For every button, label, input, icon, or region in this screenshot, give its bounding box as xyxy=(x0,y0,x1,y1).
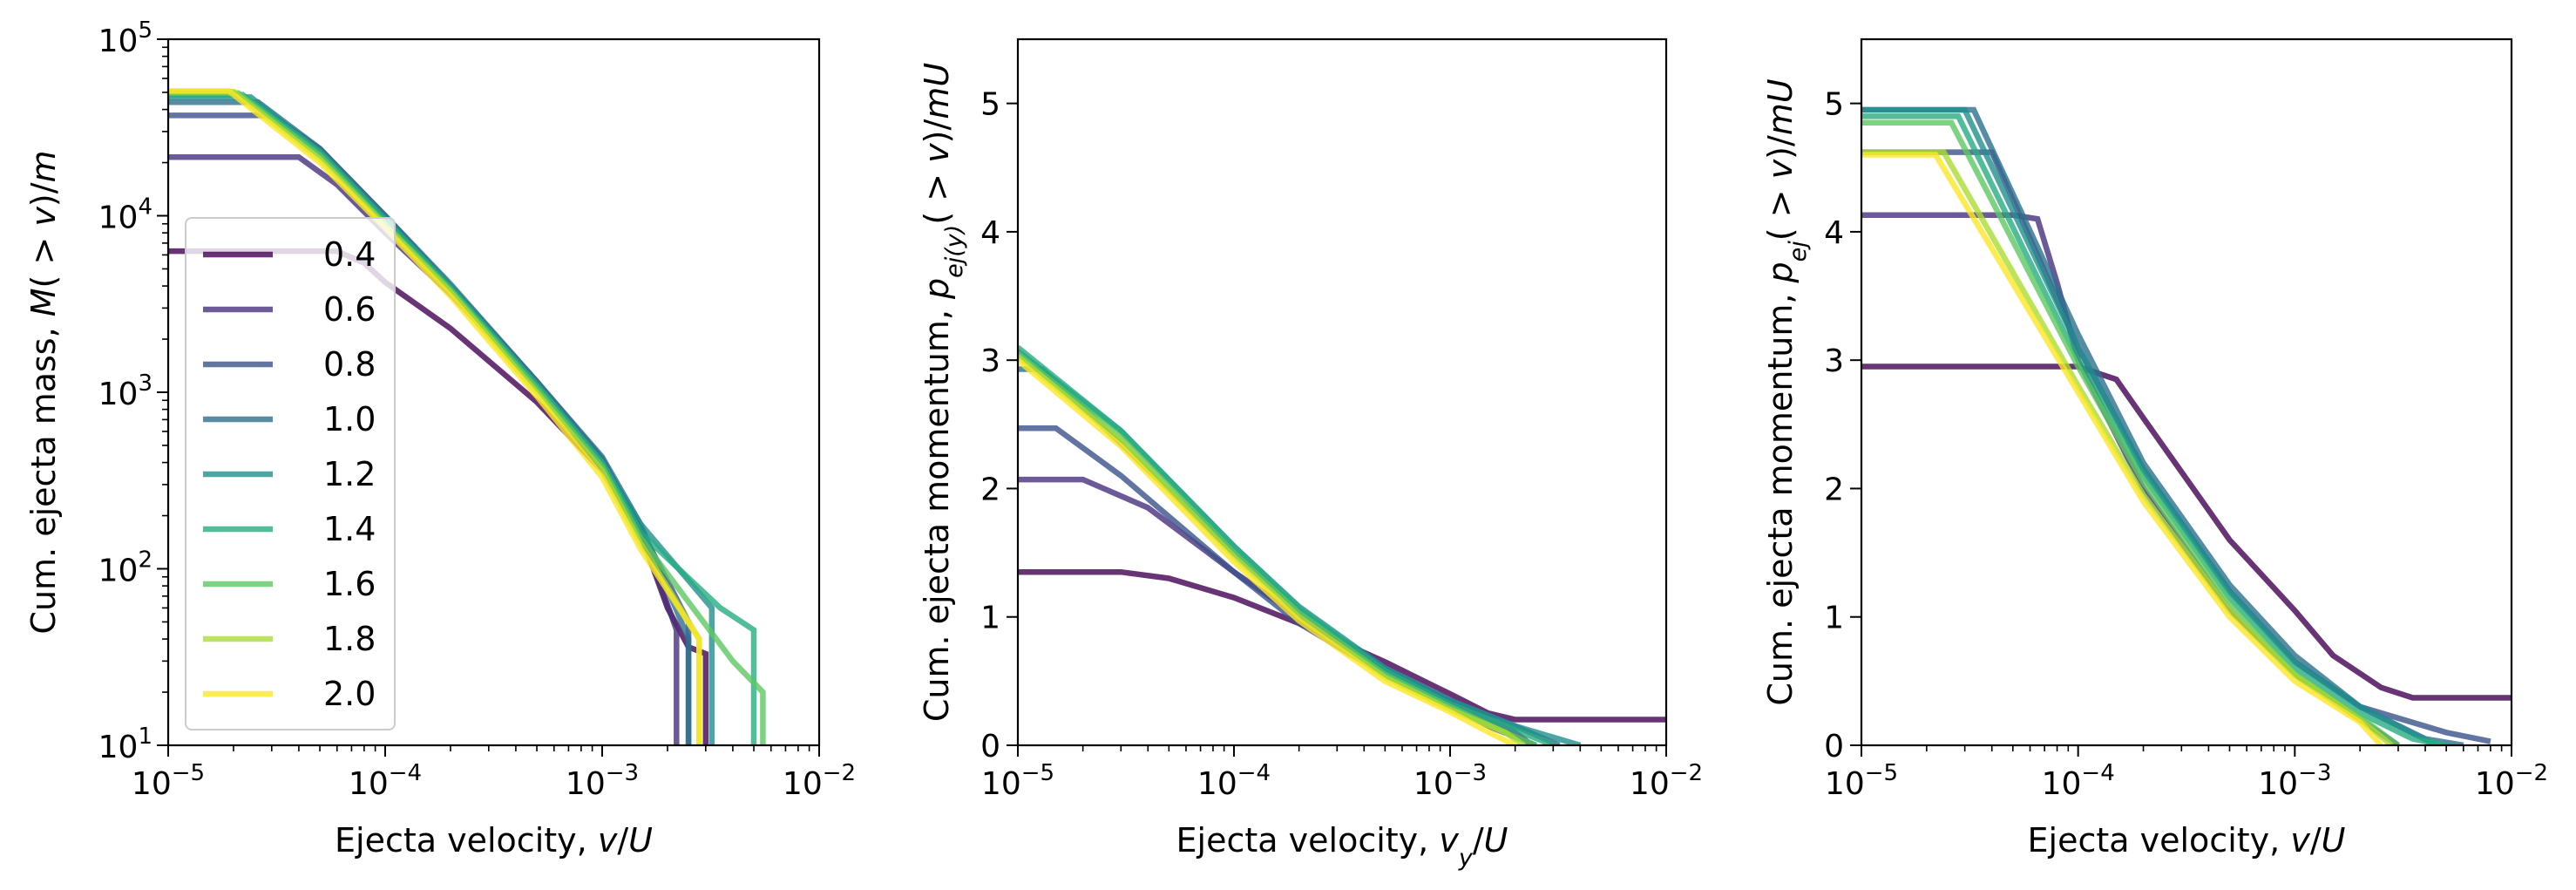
x-axis-title: Ejecta velocity, v/U xyxy=(335,821,653,859)
legend-label: 0.8 xyxy=(323,345,376,384)
series-line-2-0 xyxy=(168,87,702,745)
y-tick-label: 0 xyxy=(980,729,1000,764)
y-tick-label: 102 xyxy=(98,547,153,589)
x-axis-title: Ejecta velocity, vy/U xyxy=(1176,821,1508,872)
legend-label: 1.4 xyxy=(323,510,376,548)
x-tick-label: 10−4 xyxy=(1197,760,1271,802)
series-line-1-4 xyxy=(1018,344,1555,745)
series-lines xyxy=(168,87,766,745)
legend-label: 1.6 xyxy=(323,565,376,603)
series-line-1-2 xyxy=(1861,106,2438,745)
x-tick-label: 10−2 xyxy=(783,760,856,802)
series-lines xyxy=(1018,344,1666,745)
x-tick-label: 10−5 xyxy=(132,760,205,802)
y-tick-label: 104 xyxy=(98,194,153,236)
legend: 0.4 0.6 0.8 1.0 1.2 1.4 1.6 1.8 2.0 xyxy=(185,217,396,730)
y-tick-label: 4 xyxy=(1824,215,1844,251)
x-tick-label: 10−3 xyxy=(566,760,639,802)
series-line-1-4 xyxy=(1861,113,2447,745)
legend-label: 2.0 xyxy=(323,675,376,713)
y-tick-label: 105 xyxy=(98,17,153,59)
x-tick-label: 10−4 xyxy=(349,760,422,802)
y-tick-label: 3 xyxy=(1824,343,1844,379)
legend-label: 0.6 xyxy=(323,290,376,329)
y-tick-label: 2 xyxy=(980,472,1000,507)
legend-label: 1.0 xyxy=(323,400,376,438)
x-tick-label: 10−5 xyxy=(1825,760,1898,802)
y-tick-label: 4 xyxy=(980,215,1000,251)
y-momentum-panel: 10−5 10−4 10−3 10−2 0 1 2 3 4 5 Ejecta velocity, v… xyxy=(918,37,1703,872)
plot-frame xyxy=(1016,37,1668,747)
y-axis-title: Cum. ejecta mass, M( > v)/m xyxy=(24,150,63,634)
series-line-2-0 xyxy=(1018,357,1517,745)
y-axis: 101 102 103 104 105 xyxy=(98,17,168,765)
legend-label: 1.8 xyxy=(323,620,376,658)
y-tick-label: 0 xyxy=(1824,729,1844,764)
x-tick-label: 10−2 xyxy=(1630,760,1703,802)
y-tick-label: 2 xyxy=(1824,472,1844,507)
mass-panel: 10−5 10−4 10−3 10−2 101 102 103 104 105 Ejecta ve… xyxy=(24,17,856,859)
x-axis-title: Ejecta velocity, v/U xyxy=(2028,821,2346,859)
x-tick-label: 10−3 xyxy=(2258,760,2331,802)
series-lines xyxy=(1861,106,2512,745)
legend-box xyxy=(185,217,396,730)
y-tick-label: 101 xyxy=(98,724,153,765)
y-tick-label: 5 xyxy=(1824,87,1844,123)
x-axis: 10−5 10−4 10−3 10−2 xyxy=(981,745,1703,802)
series-line-0-8 xyxy=(1861,149,2491,744)
y-tick-label: 3 xyxy=(980,343,1000,379)
x-tick-label: 10−3 xyxy=(1413,760,1487,802)
x-tick-label: 10−2 xyxy=(2475,760,2548,802)
y-axis: 0 1 2 3 4 5 xyxy=(1824,87,1861,764)
y-tick-label: 5 xyxy=(980,87,1000,123)
y-axis-title: Cum. ejecta momentum, pej(y)( > v)/mU xyxy=(918,63,968,722)
legend-label: 0.4 xyxy=(323,235,376,274)
y-tick-label: 103 xyxy=(98,370,153,412)
momentum-panel: 10−5 10−4 10−3 10−2 0 1 2 3 4 5 Ejecta velocity, v… xyxy=(1761,37,2548,859)
series-line-1-0 xyxy=(1861,106,2464,745)
x-axis: 10−5 10−4 10−3 10−2 xyxy=(1825,745,2548,802)
series-line-2-0 xyxy=(1861,152,2383,745)
y-axis-title: Cum. ejecta momentum, pej( > v)/mU xyxy=(1761,78,1812,705)
series-line-1-2 xyxy=(1018,349,1582,745)
x-axis: 10−5 10−4 10−3 10−2 xyxy=(132,745,856,802)
y-tick-label: 1 xyxy=(980,601,1000,636)
series-line-1-8 xyxy=(1018,354,1526,745)
x-tick-label: 10−5 xyxy=(981,760,1054,802)
x-tick-label: 10−4 xyxy=(2042,760,2115,802)
plot-frame xyxy=(1860,37,2513,747)
y-tick-label: 1 xyxy=(1824,601,1844,636)
y-axis: 0 1 2 3 4 5 xyxy=(980,87,1018,764)
legend-label: 1.2 xyxy=(323,455,376,493)
